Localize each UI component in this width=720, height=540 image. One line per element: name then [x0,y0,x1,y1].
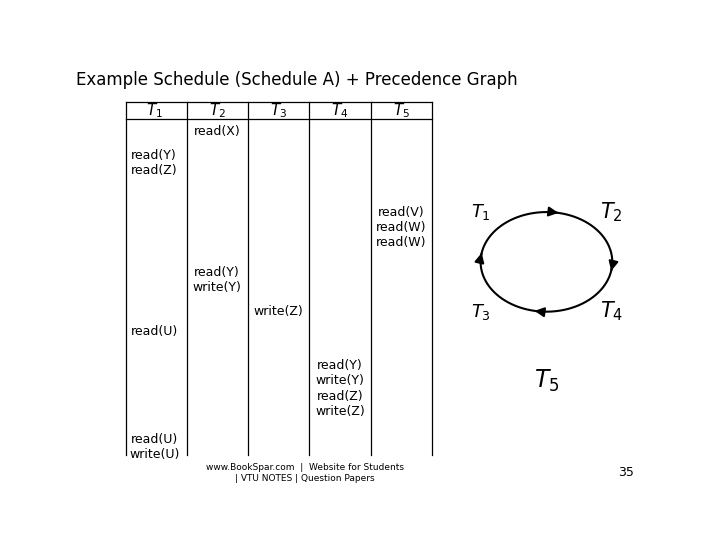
Text: read(U): read(U) [130,433,178,446]
Text: read(Y): read(Y) [317,359,363,372]
Text: $T_1$: $T_1$ [145,101,163,120]
Text: $T_4$: $T_4$ [600,300,624,323]
Text: $T_3$: $T_3$ [270,101,287,120]
Text: read(Z): read(Z) [131,164,178,178]
Text: write(Y): write(Y) [193,281,242,294]
Text: $T_5$: $T_5$ [393,101,410,120]
Text: read(Y): read(Y) [194,266,240,279]
Text: www.BookSpar.com  |  Website for Students
| VTU NOTES | Question Papers: www.BookSpar.com | Website for Students … [206,463,404,483]
Text: $T_2$: $T_2$ [209,101,225,120]
Text: $T_3$: $T_3$ [471,302,490,322]
Text: $T_4$: $T_4$ [331,101,348,120]
Text: write(Y): write(Y) [315,374,364,388]
Text: read(V): read(V) [378,206,425,219]
Text: $T_5$: $T_5$ [534,368,559,394]
Text: write(Z): write(Z) [315,405,365,418]
Text: write(Z): write(Z) [253,305,303,318]
Text: read(W): read(W) [376,236,427,249]
Text: read(W): read(W) [376,221,427,234]
Text: $T_1$: $T_1$ [471,202,490,222]
Text: Example Schedule (Schedule A) + Precedence Graph: Example Schedule (Schedule A) + Preceden… [76,71,517,89]
Text: read(Y): read(Y) [131,149,177,162]
Text: read(U): read(U) [130,325,178,338]
Text: read(X): read(X) [194,125,240,138]
Text: write(U): write(U) [129,448,179,461]
Text: 35: 35 [618,467,634,480]
Text: $T_2$: $T_2$ [600,200,623,224]
Text: read(Z): read(Z) [317,390,364,403]
